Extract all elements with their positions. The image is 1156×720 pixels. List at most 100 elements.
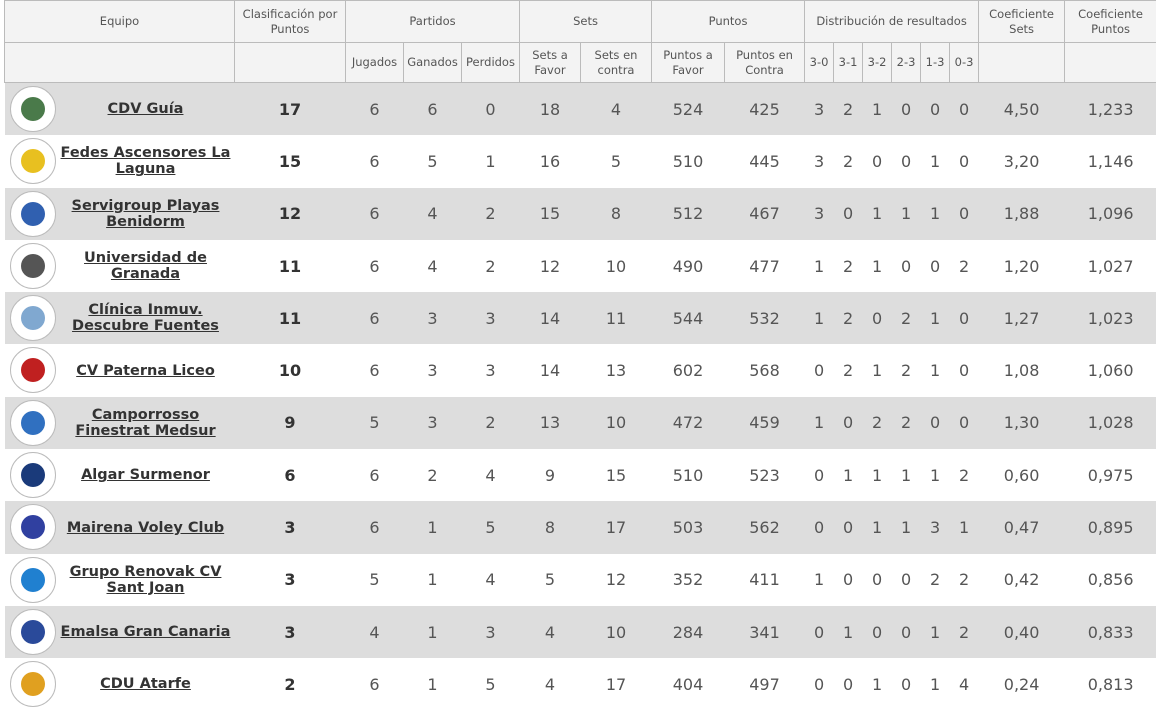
team-link[interactable]: Camporrosso Finestrat Medsur xyxy=(75,406,216,439)
sets-favor-cell: 14 xyxy=(519,344,581,397)
points-favor-cell: 503 xyxy=(651,501,725,554)
team-logo[interactable] xyxy=(9,242,56,289)
team-link[interactable]: Emalsa Gran Canaria xyxy=(60,624,231,641)
header-ganados: Ganados xyxy=(403,42,462,83)
result-1-3-cell: 1 xyxy=(920,449,950,502)
team-logo[interactable] xyxy=(9,452,56,499)
result-0-3-cell: 0 xyxy=(949,396,979,450)
won-cell: 1 xyxy=(403,501,462,554)
header-3-0: 3-0 xyxy=(804,42,835,83)
sets-contra-cell: 10 xyxy=(580,396,652,450)
header-perdidos: Perdidos xyxy=(461,42,520,83)
team-logo[interactable] xyxy=(9,86,56,132)
header-1-3: 1-3 xyxy=(920,42,951,83)
coef-sets-cell: 1,20 xyxy=(978,239,1065,293)
won-cell: 3 xyxy=(403,396,462,450)
played-cell: 6 xyxy=(345,187,404,240)
coef-points-cell: 1,233 xyxy=(1064,82,1156,136)
points-cell: 3 xyxy=(234,553,346,606)
points-cell: 9 xyxy=(234,396,346,450)
team-link[interactable]: CV Paterna Liceo xyxy=(76,362,215,379)
team-crest-icon xyxy=(20,463,45,488)
result-3-0-cell: 0 xyxy=(804,658,834,711)
result-0-3-cell: 0 xyxy=(949,344,979,397)
table-row: Servigroup Playas Benidorm 12 6 4 2 15 8 512 467… xyxy=(4,187,1156,240)
result-3-0-cell: 1 xyxy=(804,396,834,450)
result-3-1-cell: 0 xyxy=(833,396,863,450)
points-cell: 2 xyxy=(234,658,346,711)
result-3-0-cell: 3 xyxy=(804,187,834,240)
lost-cell: 4 xyxy=(461,449,520,502)
table-row: Algar Surmenor 6 6 2 4 9 15 510 523 0 1 1 1 1 2 0,60 0,9… xyxy=(4,449,1156,502)
team-link[interactable]: CDU Atarfe xyxy=(100,676,191,693)
points-contra-cell: 497 xyxy=(724,658,805,711)
team-logo[interactable] xyxy=(9,556,56,603)
team-cell: Fedes Ascensores La Laguna xyxy=(4,135,235,188)
sets-favor-cell: 18 xyxy=(519,82,581,136)
team-logo[interactable] xyxy=(9,504,56,551)
points-favor-cell: 510 xyxy=(651,449,725,502)
result-1-3-cell: 0 xyxy=(920,239,950,293)
points-contra-cell: 467 xyxy=(724,187,805,240)
team-cell: Universidad de Granada xyxy=(4,239,235,293)
lost-cell: 5 xyxy=(461,501,520,554)
result-3-2-cell: 1 xyxy=(862,239,892,293)
team-logo[interactable] xyxy=(9,190,56,237)
team-link[interactable]: Universidad de Granada xyxy=(84,250,207,283)
played-cell: 6 xyxy=(345,449,404,502)
result-2-3-cell: 1 xyxy=(891,501,921,554)
result-1-3-cell: 1 xyxy=(920,605,950,659)
team-link[interactable]: Algar Surmenor xyxy=(81,467,210,484)
team-logo[interactable] xyxy=(9,138,56,185)
team-cell: Clínica Inmuv. Descubre Fuentes xyxy=(4,292,235,345)
result-0-3-cell: 2 xyxy=(949,605,979,659)
result-0-3-cell: 0 xyxy=(949,187,979,240)
won-cell: 4 xyxy=(403,239,462,293)
team-logo[interactable] xyxy=(9,295,56,342)
coef-points-cell: 1,028 xyxy=(1064,396,1156,450)
team-link[interactable]: CDV Guía xyxy=(107,101,184,118)
team-link[interactable]: Servigroup Playas Benidorm xyxy=(71,197,220,230)
result-0-3-cell: 1 xyxy=(949,501,979,554)
header-clasificacion: Clasificación por Puntos xyxy=(234,0,346,43)
team-logo[interactable] xyxy=(9,347,56,394)
team-crest-icon xyxy=(20,358,45,383)
played-cell: 6 xyxy=(345,501,404,554)
coef-sets-cell: 1,30 xyxy=(978,396,1065,450)
team-link[interactable]: Mairena Voley Club xyxy=(66,519,225,536)
team-logo[interactable] xyxy=(9,399,56,446)
team-logo[interactable] xyxy=(9,661,56,708)
result-3-2-cell: 1 xyxy=(862,82,892,136)
points-cell: 17 xyxy=(234,82,346,136)
result-3-0-cell: 0 xyxy=(804,605,834,659)
team-link[interactable]: Fedes Ascensores La Laguna xyxy=(60,145,231,178)
header-empty xyxy=(1064,42,1156,83)
points-contra-cell: 568 xyxy=(724,344,805,397)
team-link[interactable]: Grupo Renovak CV Sant Joan xyxy=(69,563,222,596)
team-crest-icon xyxy=(20,306,45,331)
result-1-3-cell: 3 xyxy=(920,501,950,554)
team-link[interactable]: Clínica Inmuv. Descubre Fuentes xyxy=(72,302,219,335)
result-3-1-cell: 0 xyxy=(833,553,863,606)
won-cell: 2 xyxy=(403,449,462,502)
sets-contra-cell: 17 xyxy=(580,658,652,711)
result-3-1-cell: 2 xyxy=(833,292,863,345)
result-2-3-cell: 1 xyxy=(891,449,921,502)
played-cell: 5 xyxy=(345,396,404,450)
points-cell: 11 xyxy=(234,292,346,345)
result-2-3-cell: 0 xyxy=(891,135,921,188)
table-row: Grupo Renovak CV Sant Joan 3 5 1 4 5 12 352 411 1… xyxy=(4,553,1156,606)
points-contra-cell: 445 xyxy=(724,135,805,188)
result-3-0-cell: 0 xyxy=(804,344,834,397)
result-3-2-cell: 1 xyxy=(862,449,892,502)
points-contra-cell: 341 xyxy=(724,605,805,659)
points-favor-cell: 490 xyxy=(651,239,725,293)
coef-sets-cell: 0,42 xyxy=(978,553,1065,606)
result-0-3-cell: 2 xyxy=(949,449,979,502)
played-cell: 4 xyxy=(345,605,404,659)
team-logo[interactable] xyxy=(9,608,56,655)
team-cell: Emalsa Gran Canaria xyxy=(4,605,235,659)
points-contra-cell: 411 xyxy=(724,553,805,606)
won-cell: 1 xyxy=(403,658,462,711)
result-3-2-cell: 2 xyxy=(862,396,892,450)
